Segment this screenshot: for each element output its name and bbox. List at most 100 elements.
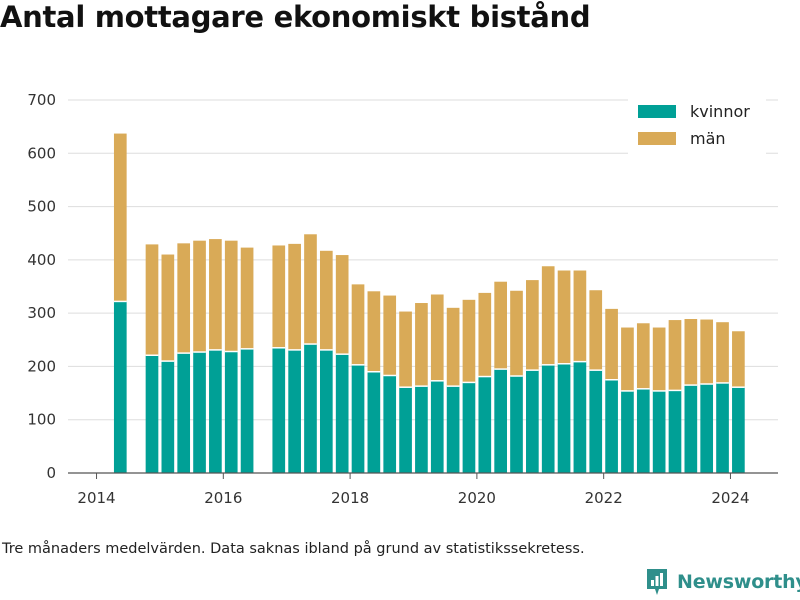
bar-kvinnor bbox=[304, 344, 317, 473]
bar-man bbox=[526, 280, 539, 371]
bar-kvinnor bbox=[430, 380, 444, 473]
bar-kvinnor bbox=[716, 382, 729, 473]
bar-man bbox=[494, 281, 507, 370]
bar-kvinnor bbox=[494, 369, 507, 473]
x-tick-label: 2014 bbox=[77, 489, 115, 507]
bar-kvinnor bbox=[557, 363, 571, 473]
bar-man bbox=[652, 327, 666, 391]
legend-label-man: män bbox=[690, 129, 726, 148]
bar-kvinnor bbox=[526, 370, 539, 473]
x-tick-label: 2018 bbox=[331, 489, 369, 507]
bar-man bbox=[193, 240, 206, 353]
bar-man bbox=[240, 247, 254, 349]
bar-man bbox=[145, 244, 159, 356]
x-tick-label: 2022 bbox=[585, 489, 623, 507]
bar-man bbox=[557, 270, 571, 364]
bar-man bbox=[335, 255, 349, 355]
bar-kvinnor bbox=[288, 349, 301, 473]
newsworthy-logo-icon bbox=[647, 569, 667, 595]
bar-kvinnor bbox=[335, 354, 349, 473]
bar-man bbox=[177, 243, 191, 354]
bar-kvinnor bbox=[621, 390, 634, 473]
bar-kvinnor bbox=[668, 390, 682, 473]
bar-man bbox=[319, 250, 333, 350]
bar-man bbox=[732, 331, 745, 388]
y-tick-label: 500 bbox=[27, 198, 56, 216]
bar-man bbox=[446, 307, 460, 387]
bar-man bbox=[462, 299, 476, 383]
bar-kvinnor bbox=[510, 376, 523, 473]
y-tick-label: 600 bbox=[27, 144, 56, 162]
bar-kvinnor bbox=[732, 387, 745, 473]
y-axis-ticks: 0 100 200 300 400 500 600 700 bbox=[27, 91, 56, 482]
bar-man bbox=[272, 245, 286, 348]
bar-kvinnor bbox=[573, 361, 587, 473]
page-title: Antal mottagare ekonomiskt bistånd bbox=[0, 0, 591, 34]
bar-kvinnor bbox=[462, 382, 476, 473]
bar-man bbox=[304, 234, 317, 345]
bar-man bbox=[589, 290, 603, 371]
bar-kvinnor bbox=[383, 375, 397, 473]
bar-kvinnor bbox=[240, 348, 254, 473]
bar-man bbox=[636, 323, 650, 389]
legend: kvinnor män bbox=[628, 97, 766, 161]
bar-kvinnor bbox=[367, 371, 381, 473]
bar-kvinnor bbox=[193, 352, 206, 473]
bar-kvinnor bbox=[145, 355, 159, 473]
brand-name: Newsworthy bbox=[677, 571, 800, 593]
bar-man bbox=[415, 303, 428, 387]
bar-man bbox=[161, 254, 175, 362]
bar-kvinnor bbox=[652, 390, 666, 473]
bar-man bbox=[716, 322, 729, 383]
bar-kvinnor bbox=[351, 364, 365, 473]
bar-man bbox=[430, 294, 444, 381]
bar-kvinnor bbox=[319, 349, 333, 473]
bars bbox=[113, 133, 745, 473]
brand-logo[interactable]: Newsworthy bbox=[645, 567, 800, 597]
bar-man bbox=[383, 295, 397, 376]
y-tick-label: 200 bbox=[27, 357, 56, 375]
bar-kvinnor bbox=[589, 370, 603, 473]
bar-kvinnor bbox=[446, 386, 460, 473]
bar-kvinnor bbox=[605, 379, 618, 473]
bar-man bbox=[224, 240, 238, 352]
bar-kvinnor bbox=[478, 376, 492, 473]
bar-man bbox=[288, 243, 301, 350]
legend-swatch-kvinnor bbox=[638, 105, 676, 118]
legend-swatch-man bbox=[638, 132, 676, 145]
bar-man bbox=[700, 319, 714, 385]
bar-man bbox=[367, 291, 381, 372]
x-tick-label: 2024 bbox=[711, 489, 749, 507]
bar-man bbox=[621, 327, 634, 391]
bar-kvinnor bbox=[415, 386, 428, 473]
bar-kvinnor bbox=[272, 347, 286, 473]
bar-kvinnor bbox=[224, 351, 238, 473]
bar-man bbox=[209, 239, 222, 350]
bar-kvinnor bbox=[113, 301, 127, 473]
bar-kvinnor bbox=[399, 387, 412, 473]
bar-man bbox=[478, 292, 492, 377]
y-tick-label: 100 bbox=[27, 411, 56, 429]
bar-kvinnor bbox=[700, 384, 714, 473]
bar-man bbox=[399, 311, 412, 388]
bar-kvinnor bbox=[636, 388, 650, 473]
y-tick-label: 700 bbox=[27, 91, 56, 109]
x-axis: 2014 2016 2018 2020 2022 2024 bbox=[68, 472, 778, 507]
y-tick-label: 0 bbox=[46, 464, 56, 482]
bar-kvinnor bbox=[209, 349, 222, 473]
bar-man bbox=[541, 266, 555, 365]
x-tick-label: 2020 bbox=[458, 489, 496, 507]
y-tick-label: 300 bbox=[27, 304, 56, 322]
bar-man bbox=[684, 319, 698, 386]
bar-man bbox=[351, 284, 365, 365]
bar-man bbox=[668, 320, 682, 391]
bar-kvinnor bbox=[177, 353, 191, 473]
legend-label-kvinnor: kvinnor bbox=[690, 102, 750, 121]
bar-kvinnor bbox=[684, 385, 698, 473]
bar-man bbox=[573, 270, 587, 362]
y-tick-label: 400 bbox=[27, 251, 56, 269]
bar-man bbox=[113, 133, 127, 302]
x-tick-label: 2016 bbox=[204, 489, 242, 507]
footnote: Tre månaders medelvärden. Data saknas ib… bbox=[2, 541, 585, 557]
